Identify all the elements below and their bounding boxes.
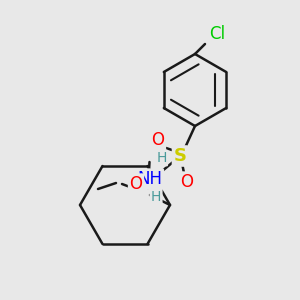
- Text: S: S: [173, 147, 187, 165]
- Text: Cl: Cl: [209, 25, 225, 43]
- Text: O: O: [181, 173, 194, 191]
- Text: O: O: [152, 131, 164, 149]
- Text: O: O: [130, 175, 142, 193]
- Text: H: H: [151, 190, 161, 204]
- Text: NH: NH: [137, 170, 163, 188]
- Text: H: H: [156, 151, 167, 165]
